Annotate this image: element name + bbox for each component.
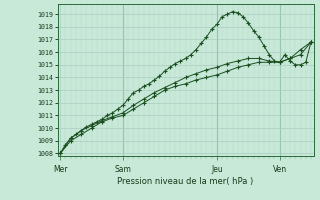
X-axis label: Pression niveau de la mer( hPa ): Pression niveau de la mer( hPa ) bbox=[117, 177, 254, 186]
